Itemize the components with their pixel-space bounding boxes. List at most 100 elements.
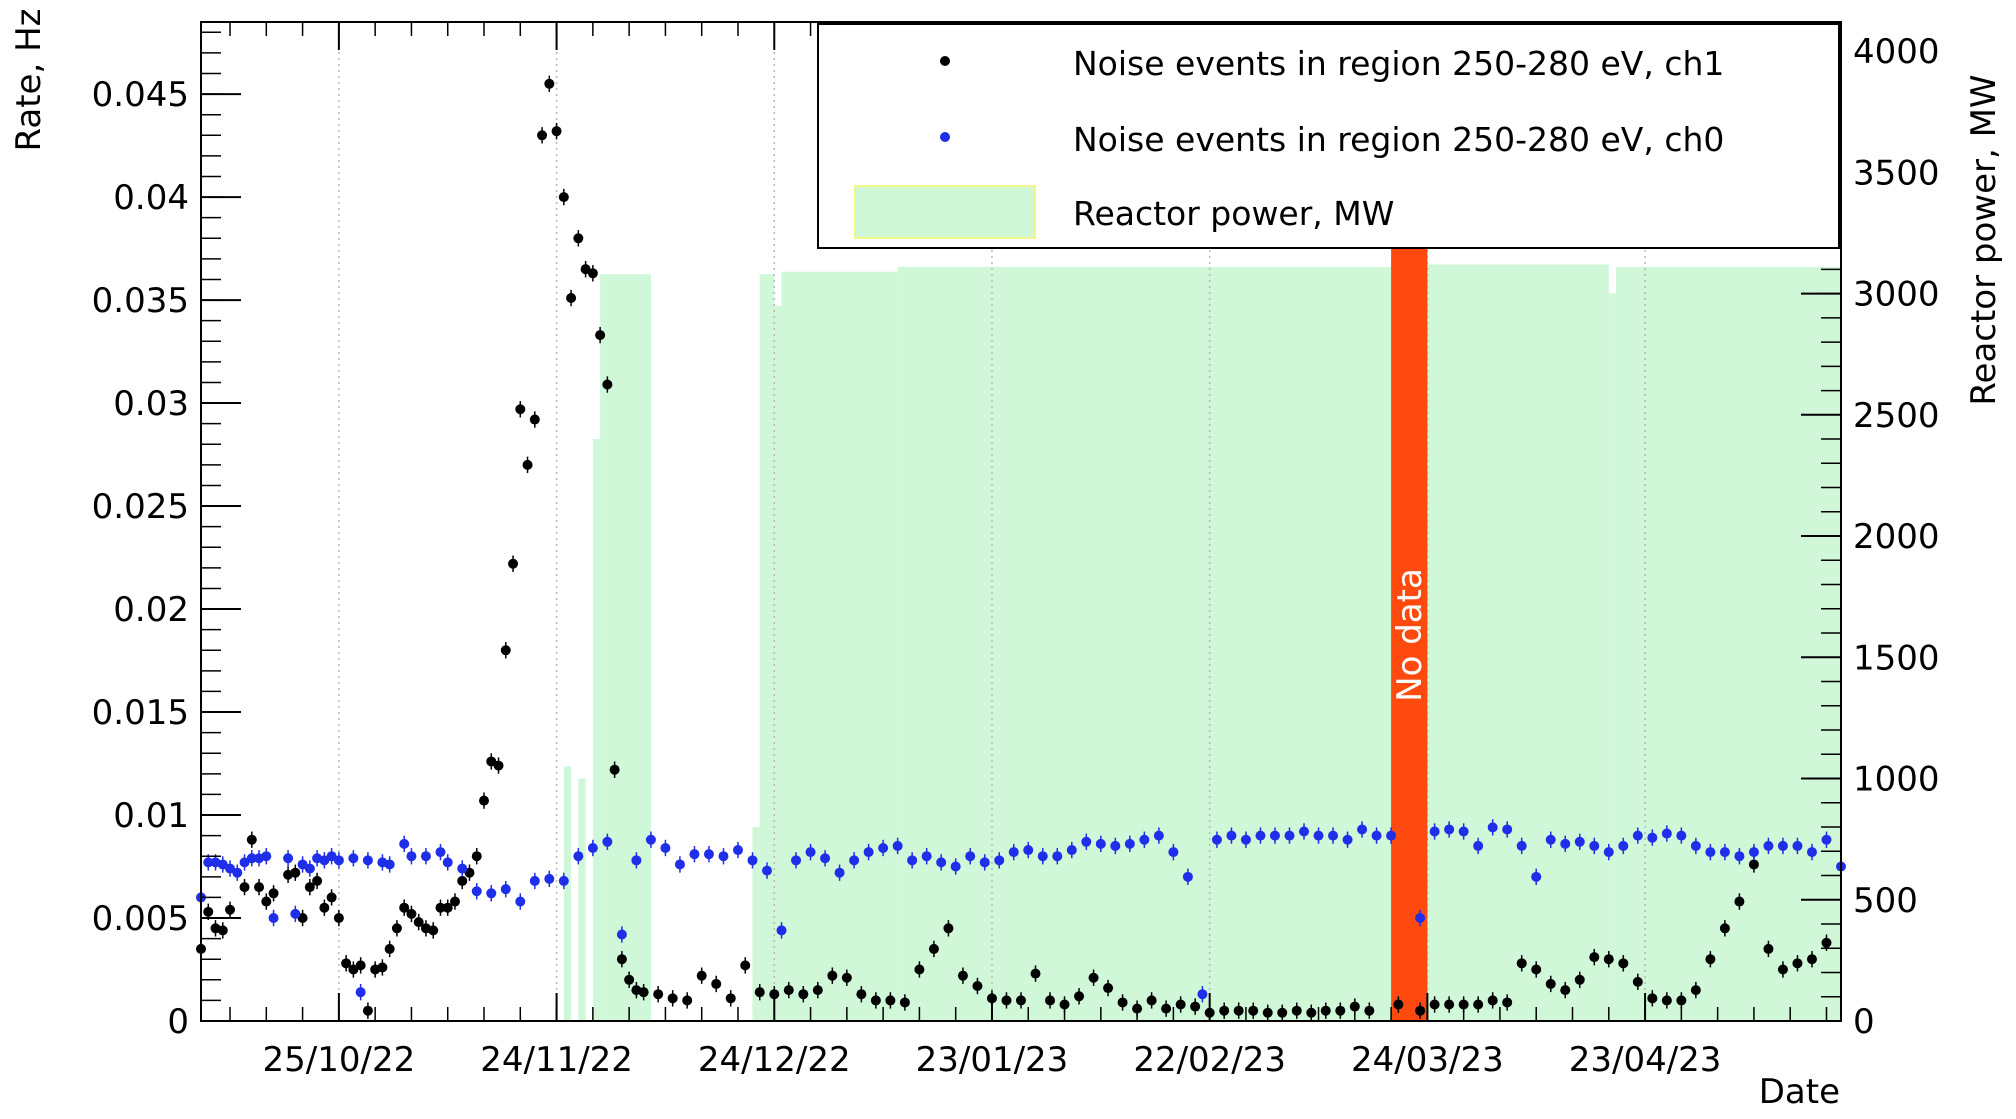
marker xyxy=(1763,943,1774,954)
marker xyxy=(1690,985,1701,996)
no-data-label: No data xyxy=(1390,568,1430,702)
marker xyxy=(747,855,758,866)
marker xyxy=(1574,974,1585,985)
marker xyxy=(362,855,373,866)
ch1-point xyxy=(573,230,584,247)
ch0-point xyxy=(1110,837,1121,855)
marker xyxy=(827,970,838,981)
marker xyxy=(486,756,497,767)
marker xyxy=(754,987,765,998)
y-tick-label: 0 xyxy=(167,1002,189,1042)
ch0-point xyxy=(892,837,903,855)
marker xyxy=(486,888,497,899)
ch1-point xyxy=(246,831,257,848)
marker xyxy=(921,851,932,862)
ch1-point xyxy=(841,969,852,986)
marker xyxy=(1705,847,1716,858)
ch0-point xyxy=(1516,837,1527,855)
y2-tick-label: 2500 xyxy=(1853,396,1940,436)
ch0-point xyxy=(1647,829,1658,846)
y-tick-label: 0.02 xyxy=(113,590,189,630)
marker xyxy=(638,987,649,998)
marker xyxy=(1175,999,1186,1010)
marker xyxy=(537,130,548,141)
marker xyxy=(1444,824,1455,835)
marker xyxy=(950,861,961,872)
marker xyxy=(1603,954,1614,965)
marker xyxy=(762,865,773,876)
ch0-point xyxy=(1226,827,1237,844)
marker xyxy=(805,847,816,858)
marker xyxy=(355,960,366,971)
ch0-point xyxy=(1095,835,1106,853)
ch1-point xyxy=(471,848,482,865)
x-tick-label: 22/02/23 xyxy=(1133,1040,1286,1080)
marker xyxy=(1182,871,1193,882)
marker xyxy=(689,849,700,860)
ch0-point xyxy=(1589,837,1600,855)
ch0-point xyxy=(863,843,874,861)
marker xyxy=(718,851,729,862)
ch1-point xyxy=(798,986,809,1003)
ch0-point xyxy=(420,848,431,865)
ch0-point xyxy=(529,872,540,890)
y2-tick-label: 1500 xyxy=(1853,638,1940,678)
ch0-point xyxy=(486,885,497,902)
marker xyxy=(936,857,947,868)
ch1-point xyxy=(1792,955,1803,972)
marker xyxy=(1473,999,1484,1010)
marker xyxy=(449,896,460,907)
ch0-point xyxy=(703,845,714,863)
ch0-point xyxy=(1168,843,1179,861)
marker xyxy=(1248,1005,1259,1016)
marker xyxy=(435,847,446,858)
ch0-point xyxy=(457,860,468,877)
ch0-point xyxy=(1255,827,1266,844)
ch1-point xyxy=(1763,940,1774,958)
marker xyxy=(1313,830,1324,841)
marker xyxy=(1161,1003,1172,1014)
legend-marker-ch1 xyxy=(940,56,950,66)
x-tick-label: 23/01/23 xyxy=(916,1040,1069,1080)
marker xyxy=(674,859,685,870)
marker xyxy=(377,962,388,973)
marker xyxy=(544,78,555,89)
ch1-point xyxy=(602,376,613,393)
marker xyxy=(616,954,627,965)
y2-tick-label: 3000 xyxy=(1853,275,1940,315)
marker xyxy=(653,989,664,1000)
ch1-point xyxy=(1146,992,1157,1009)
ch1-point xyxy=(870,992,881,1009)
ch1-point xyxy=(1320,1002,1331,1019)
marker xyxy=(1030,968,1041,979)
ch1-point xyxy=(609,761,620,778)
ch0-point xyxy=(834,864,845,881)
ch0-point xyxy=(442,854,453,871)
marker xyxy=(1589,840,1600,851)
marker xyxy=(602,836,613,847)
ch1-point xyxy=(754,983,765,1001)
marker xyxy=(1458,826,1469,837)
ch0-point xyxy=(1415,909,1426,927)
marker xyxy=(1284,830,1295,841)
marker xyxy=(1661,995,1672,1006)
ch0-point xyxy=(950,858,961,875)
ch0-point xyxy=(587,839,598,857)
ch1-point xyxy=(515,401,526,418)
marker xyxy=(972,980,983,991)
ch0-point xyxy=(762,862,773,879)
marker xyxy=(573,851,584,862)
marker xyxy=(268,888,279,899)
marker xyxy=(1320,1005,1331,1016)
marker xyxy=(239,857,250,868)
marker xyxy=(1734,896,1745,907)
ch1-point xyxy=(1777,961,1788,978)
marker xyxy=(1269,830,1280,841)
y2-tick-label: 4000 xyxy=(1853,32,1940,72)
marker xyxy=(856,989,867,1000)
marker xyxy=(1545,978,1556,989)
ch1-point xyxy=(943,920,954,937)
marker xyxy=(551,126,562,137)
marker xyxy=(892,840,903,851)
marker xyxy=(1806,847,1817,858)
